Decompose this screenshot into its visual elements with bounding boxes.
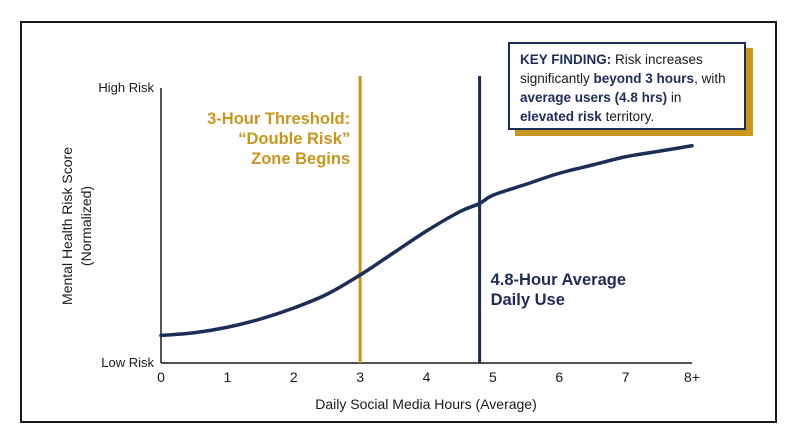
threshold-annotation: 3-Hour Threshold: xyxy=(207,110,350,128)
key-finding-box: KEY FINDING: Risk increases significantl… xyxy=(508,42,746,130)
x-ticks: 0 1 2 3 4 5 6 7 8+ xyxy=(157,369,700,385)
axes xyxy=(160,88,692,364)
x-tick-label: 3 xyxy=(356,369,364,385)
key-finding-text: in xyxy=(667,90,682,105)
y-axis-label-line2: (Normalized) xyxy=(78,186,94,266)
threshold-annotation: Zone Begins xyxy=(251,150,350,168)
x-axis-label: Daily Social Media Hours (Average) xyxy=(315,396,537,412)
x-tick-label: 4 xyxy=(423,369,431,385)
x-tick-label: 6 xyxy=(555,369,563,385)
key-finding-text: Risk increases significantly xyxy=(520,52,703,86)
key-finding-lead: KEY FINDING: xyxy=(520,52,612,67)
series xyxy=(159,144,694,338)
y-axis-label: Mental Health Risk Score (Normalized) xyxy=(59,147,94,305)
y-tick-label: Low Risk xyxy=(101,355,154,370)
x-tick-label: 8+ xyxy=(684,369,700,385)
x-tick-label: 1 xyxy=(223,369,231,385)
threshold-annotation: “Double Risk” xyxy=(238,130,350,148)
reference-lines xyxy=(358,76,482,363)
y-axis-label-line1: Mental Health Risk Score xyxy=(59,147,75,305)
x-tick-label: 0 xyxy=(157,369,165,385)
average-use-annotation: Daily Use xyxy=(491,291,565,309)
key-finding-bold: beyond 3 hours xyxy=(593,71,695,86)
y-ticks: Low Risk High Risk xyxy=(98,80,154,370)
x-tick-label: 7 xyxy=(622,369,630,385)
key-finding-bold: elevated risk xyxy=(520,109,602,124)
key-finding-text: , with xyxy=(694,71,726,86)
key-finding-text: territory. xyxy=(601,109,655,124)
risk-curve xyxy=(159,144,694,338)
x-tick-label: 2 xyxy=(290,369,298,385)
x-tick-label: 5 xyxy=(489,369,497,385)
average-use-annotation: 4.8-Hour Average xyxy=(491,271,626,289)
key-finding-bold: average users (4.8 hrs) xyxy=(520,90,668,105)
annotations: 3-Hour Threshold: “Double Risk” Zone Begin… xyxy=(207,110,626,309)
y-tick-label: High Risk xyxy=(98,80,154,95)
